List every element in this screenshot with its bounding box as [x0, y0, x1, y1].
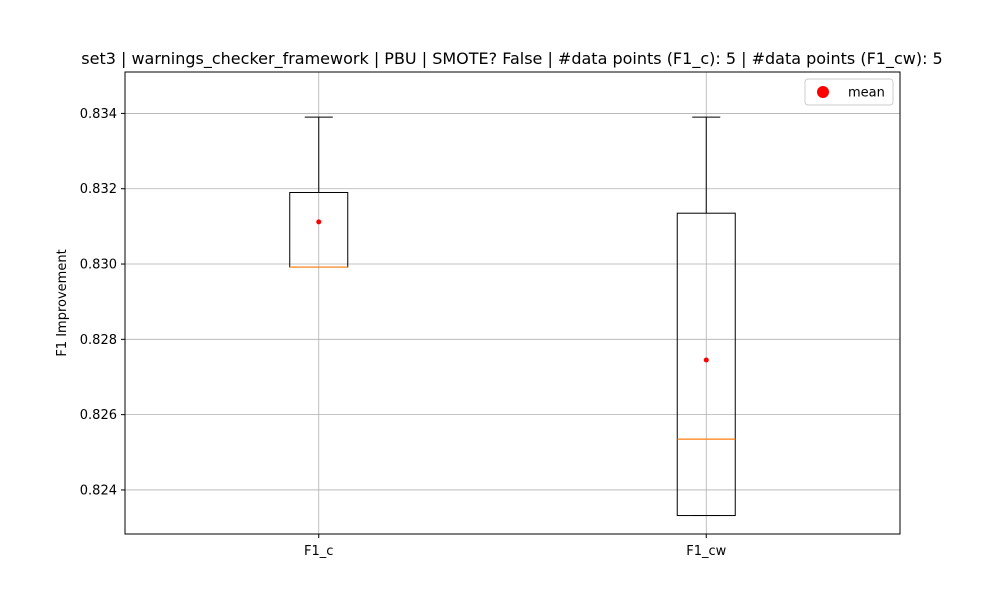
- iqr-box: [676, 212, 736, 517]
- mean-marker: [316, 219, 322, 225]
- y-tick-label: 0.826: [80, 408, 117, 423]
- legend-box: [804, 78, 894, 106]
- x-tick-label: F1_c: [304, 544, 333, 559]
- x-tick-label: F1_cw: [686, 544, 726, 559]
- legend-mean-marker: [817, 86, 829, 98]
- y-tick-label: 0.830: [80, 258, 117, 273]
- y-tick-label: 0.834: [80, 107, 117, 122]
- axis-ticks: 0.824 0.826 0.828 0.830 0.832 0.834 F1_c F1_cw: [80, 107, 727, 559]
- y-tick-label: 0.832: [80, 182, 117, 197]
- mean-marker: [703, 357, 709, 363]
- legend: mean: [804, 78, 894, 106]
- y-tick-label: 0.828: [80, 333, 117, 348]
- legend-mean-label: mean: [848, 86, 885, 101]
- box-F1_cw: [676, 116, 736, 517]
- chart-title: set3 | warnings_checker_framework | PBU …: [81, 49, 942, 69]
- y-axis-label: F1 Improvement: [55, 249, 70, 356]
- plot-frame: [124, 71, 901, 535]
- boxes: [289, 116, 736, 517]
- y-tick-label: 0.824: [80, 483, 117, 498]
- box-F1_c: [289, 116, 349, 268]
